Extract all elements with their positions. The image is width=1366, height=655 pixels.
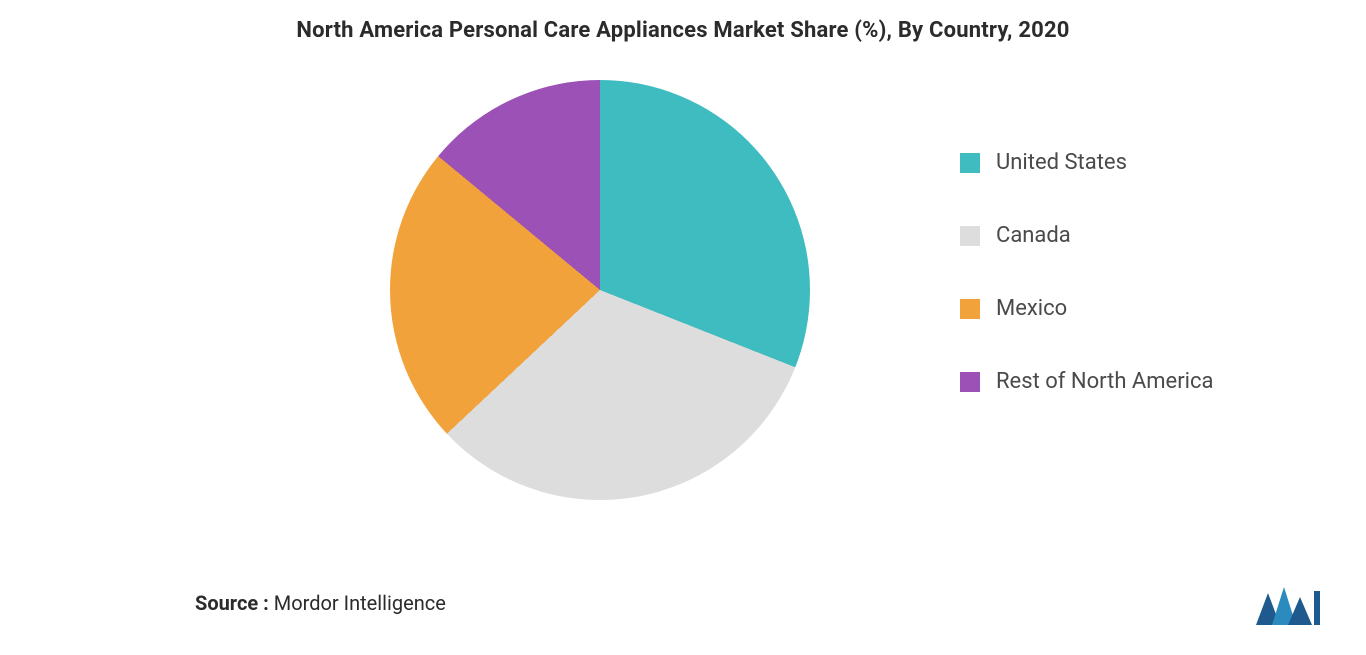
legend-swatch (960, 299, 980, 319)
logo-bars-icon (1256, 587, 1320, 625)
legend-label: Mexico (996, 296, 1067, 321)
legend-label: Rest of North America (996, 369, 1214, 394)
legend-label: Canada (996, 223, 1071, 248)
legend-swatch (960, 372, 980, 392)
legend-swatch (960, 226, 980, 246)
legend-item: Mexico (960, 296, 1214, 321)
legend: United States Canada Mexico Rest of North A… (960, 150, 1214, 394)
source-value: Mordor Intelligence (274, 591, 446, 615)
pie-chart (390, 80, 810, 500)
source-label: Source : (195, 591, 269, 615)
legend-item: Rest of North America (960, 369, 1214, 394)
legend-label: United States (996, 150, 1127, 175)
source-line: Source : Mordor Intelligence (195, 591, 446, 615)
brand-logo (1256, 583, 1326, 625)
legend-item: United States (960, 150, 1214, 175)
chart-area: United States Canada Mexico Rest of North A… (0, 60, 1366, 580)
chart-title: North America Personal Care Appliances M… (0, 0, 1366, 43)
legend-swatch (960, 153, 980, 173)
legend-item: Canada (960, 223, 1214, 248)
